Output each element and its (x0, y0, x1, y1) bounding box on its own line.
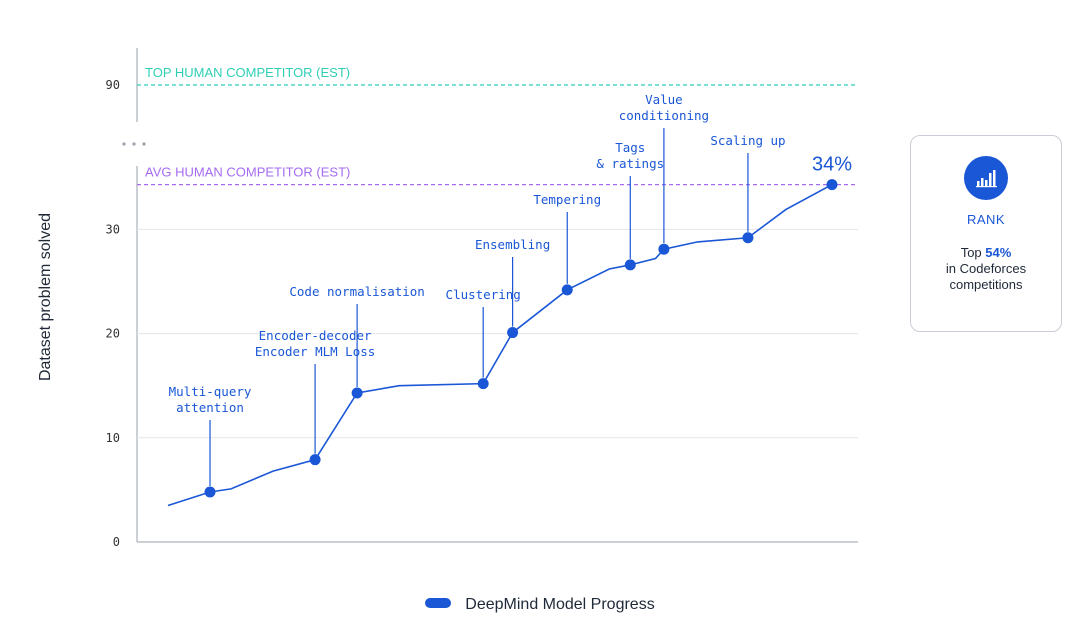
data-point (204, 486, 216, 498)
legend: DeepMind Model Progress (0, 596, 1080, 614)
y-tick-label: 90 (106, 78, 120, 92)
final-value-label: 34% (812, 154, 852, 176)
rank-description: Top 54% in Codeforces competitions (911, 245, 1061, 293)
rank-value: 54% (985, 245, 1012, 260)
axis-break-dot (132, 142, 136, 146)
legend-label: DeepMind Model Progress (465, 596, 655, 613)
annotation-label: Ensembling (475, 237, 550, 252)
y-tick-label: 20 (106, 327, 120, 341)
axis-break-dot (142, 142, 146, 146)
y-tick-label: 10 (106, 431, 120, 445)
annotation-label: attention (176, 400, 244, 415)
data-point (624, 259, 636, 271)
annotation-label: Encoder-decoder (259, 328, 372, 343)
data-point (507, 327, 519, 339)
rank-prefix: Top (960, 245, 986, 260)
data-point (309, 454, 321, 466)
annotation-label: Clustering (446, 287, 521, 302)
y-axis-label: Dataset problem solved (37, 213, 54, 381)
rank-line-3: competitions (949, 277, 1023, 292)
data-point (658, 243, 670, 255)
bar-chart-icon (964, 156, 1008, 200)
annotation-label: conditioning (619, 108, 709, 123)
data-point (477, 378, 489, 390)
rank-card: RANK Top 54% in Codeforces competitions (910, 135, 1062, 332)
annotation-label: Code normalisation (289, 284, 424, 299)
reference-line-label: TOP HUMAN COMPETITOR (EST) (145, 65, 350, 80)
series-line (167, 183, 833, 507)
annotation-label: Tags (615, 140, 645, 155)
y-tick-label: 30 (106, 222, 120, 236)
y-tick-label: 0 (113, 535, 120, 549)
data-point (561, 284, 573, 296)
annotation-label: Encoder MLM Loss (255, 344, 375, 359)
reference-line-label: AVG HUMAN COMPETITOR (EST) (145, 165, 350, 180)
annotation-label: Tempering (533, 192, 601, 207)
rank-title: RANK (966, 212, 1006, 227)
annotation-label: Scaling up (710, 133, 785, 148)
data-point (826, 179, 838, 191)
rank-line-2: in Codeforces (945, 261, 1027, 276)
annotation-label: Multi-query (169, 384, 252, 399)
data-point (742, 232, 754, 244)
annotation-label: Value (645, 92, 683, 107)
axis-break-dot (122, 142, 126, 146)
legend-swatch (425, 597, 452, 608)
data-point (351, 387, 363, 399)
annotation-label: & ratings (596, 156, 664, 171)
